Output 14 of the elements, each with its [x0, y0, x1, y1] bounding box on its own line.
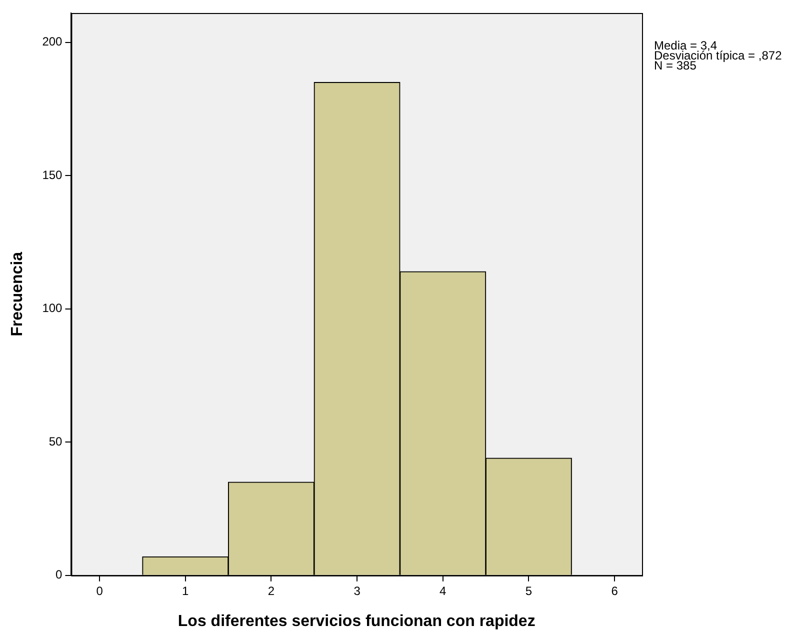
y-tick-label: 100 — [42, 301, 63, 316]
x-tick-label: 6 — [611, 584, 618, 598]
x-tick-label: 0 — [96, 584, 104, 598]
y-tick-label: 0 — [56, 568, 63, 582]
x-tick-label: 3 — [354, 584, 361, 598]
x-tick-label: 4 — [440, 584, 447, 598]
x-tick-label: 5 — [525, 584, 532, 598]
x-tick-label: 2 — [268, 584, 275, 598]
y-tick-label: 150 — [42, 168, 63, 182]
x-tick-label: 1 — [182, 584, 190, 598]
y-tick-label: 200 — [42, 34, 63, 49]
x-axis-title: Los diferentes servicios funcionan con rapidez — [178, 612, 536, 630]
y-axis-title: Frecuencia — [9, 252, 26, 336]
y-tick-label: 50 — [48, 434, 63, 448]
